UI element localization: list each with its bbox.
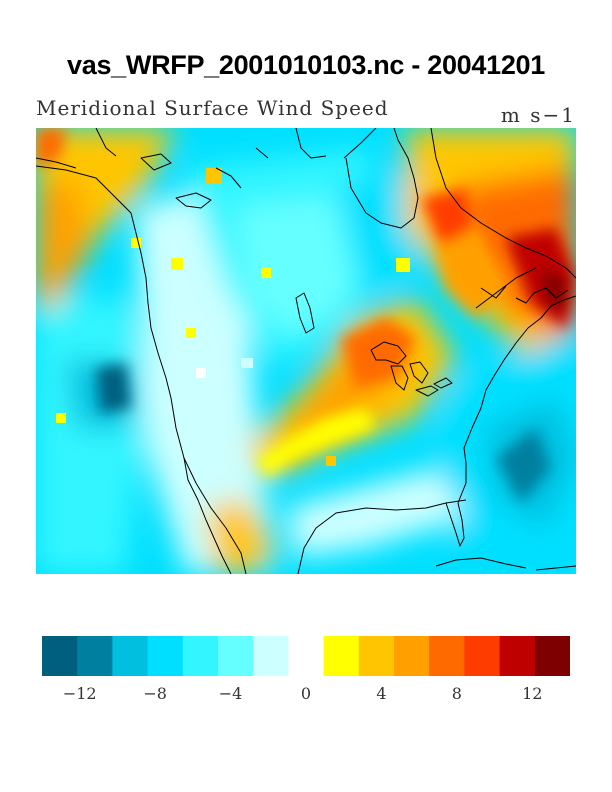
ne-coast-details (480, 285, 569, 304)
colorbar-swatch (77, 636, 113, 676)
colorbar-swatch (288, 636, 325, 676)
colorbar-swatch (534, 636, 571, 676)
colorbar-swatch (182, 636, 219, 676)
arctic-islands (36, 128, 327, 189)
florida-coast (445, 502, 465, 547)
colorbar-swatch (253, 636, 289, 676)
colorbar-swatch (42, 636, 78, 676)
colorbar-tick-label: 0 (300, 684, 312, 703)
great-bear-lake (140, 153, 172, 171)
colorbar-swatch (429, 636, 465, 676)
colorbar-tick-label: −8 (143, 684, 167, 703)
colorbar-tick-label: 12 (522, 684, 543, 703)
colorbar-swatch (147, 636, 184, 676)
variable-name: Meridional Surface Wind Speed (36, 96, 389, 120)
colorbar (42, 636, 571, 676)
labrador-coast (430, 128, 576, 279)
west-coastline (36, 165, 247, 574)
coastlines (36, 128, 576, 574)
field-speckles (56, 168, 410, 466)
great-slave-lake (175, 192, 212, 209)
colorbar-swatch (218, 636, 254, 676)
colorbar-tick-label: 8 (451, 684, 462, 703)
units-label: m s−1 (500, 103, 576, 127)
great-lakes (370, 341, 453, 397)
lake-winnipeg (295, 292, 315, 334)
caribbean-islands (435, 557, 576, 571)
colorbar-swatch (464, 636, 501, 676)
wind-speed-map (36, 128, 576, 574)
east-coastline (457, 295, 576, 504)
colorbar-tick-label: −12 (62, 684, 97, 703)
colorbar-swatch (358, 636, 395, 676)
colorbar-swatch (499, 636, 536, 676)
mexico-gulf-coast (297, 499, 467, 574)
colorbar-swatch (112, 636, 149, 676)
map-title: vas_WRFP_2001010103.nc - 20041201 (67, 50, 545, 80)
st-lawrence (475, 267, 537, 309)
colorbar-swatch (394, 636, 430, 676)
colorbar-tick-label: 4 (376, 684, 387, 703)
hudson-bay-coast (343, 128, 419, 229)
baja-coastline (183, 457, 232, 574)
colorbar-tick-label: −4 (218, 684, 243, 703)
colorbar-swatch (323, 636, 360, 676)
